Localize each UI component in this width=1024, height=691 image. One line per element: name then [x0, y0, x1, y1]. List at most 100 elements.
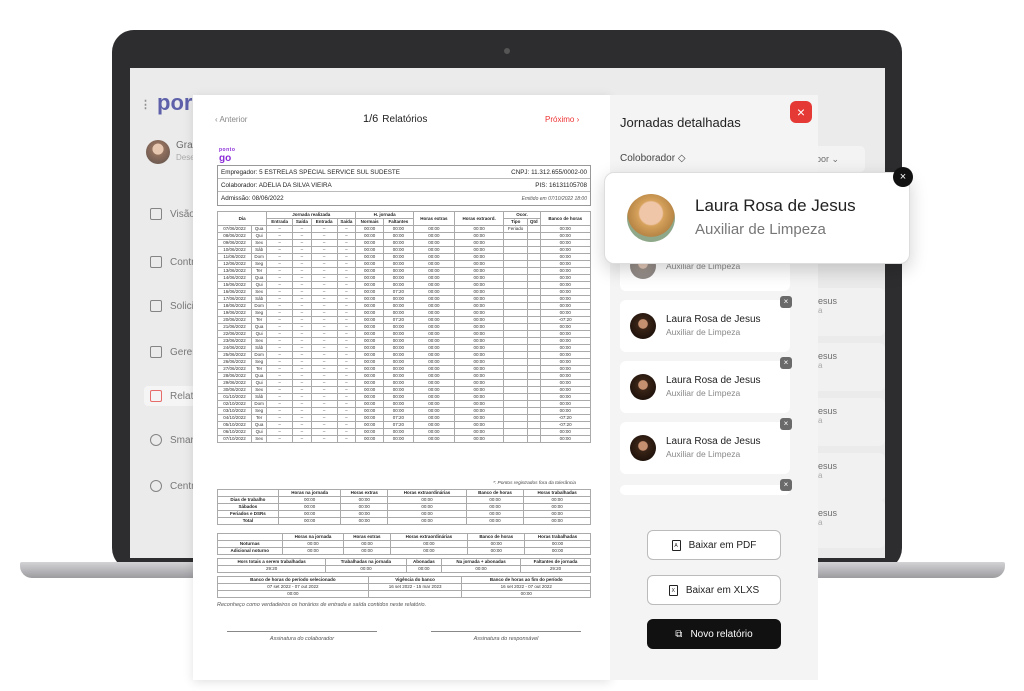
table-cell: –: [310, 393, 338, 401]
remove-employee-button[interactable]: ×: [780, 418, 792, 430]
bank-cell: 00:00: [539, 323, 592, 331]
close-icon: ×: [796, 104, 806, 120]
col-hjornada: H. jornada: [355, 211, 414, 219]
user-profile[interactable]: Grab Dese: [146, 140, 198, 164]
download-pdf-button[interactable]: A Baixar em PDF: [647, 530, 781, 560]
weekday-cell: Sex: [251, 386, 268, 394]
missing-hours-cell: 00:00: [382, 344, 414, 352]
occurrence-type-cell: [503, 393, 528, 401]
occurrence-qty-cell: [526, 414, 541, 422]
pdf-file-icon: A: [671, 539, 681, 551]
download-xlxs-button[interactable]: X Baixar em XLXS: [647, 575, 781, 605]
table-cell: –: [291, 393, 312, 401]
table-cell: 00:00: [523, 510, 591, 518]
table-cell: 00:00: [387, 503, 467, 511]
nav-item-smart[interactable]: Smar: [150, 434, 194, 446]
extraord-hours-cell: 00:00: [453, 246, 505, 254]
table-cell: 00:00: [467, 547, 526, 555]
background-card[interactable]: esus a: [810, 343, 885, 391]
table-cell: 00:00: [340, 510, 389, 518]
nav-item-relatorios[interactable]: Relat: [144, 386, 202, 406]
employee-info: Laura Rosa de Jesus Auxiliar de Limpeza: [666, 374, 761, 400]
nav-item-visao[interactable]: Visão: [150, 208, 195, 220]
normal-hours-cell: 00:00: [355, 323, 384, 331]
employee-card[interactable]: Laura Rosa de Jesus Auxiliar de Limpeza: [620, 361, 790, 413]
table-cell: Sábados: [217, 503, 279, 511]
occurrence-qty-cell: [526, 407, 541, 415]
table-cell: –: [336, 323, 357, 331]
sort-select[interactable]: por ⌄: [810, 146, 865, 172]
extraord-hours-cell: 00:00: [453, 281, 505, 289]
table-cell: –: [291, 330, 312, 338]
occurrence-type-cell: [503, 239, 528, 247]
occurrence-type-cell: [503, 267, 528, 275]
app-logo[interactable]: ⋮ por: [140, 90, 192, 116]
date-cell: 12/06/2022: [216, 260, 253, 268]
employee-card[interactable]: Laura Rosa de Jesus Auxiliar de Limpeza: [620, 422, 790, 474]
previous-link[interactable]: ‹ Anterior: [215, 115, 248, 124]
table-cell: 00:00: [523, 517, 591, 525]
occurrence-qty-cell: [526, 253, 541, 261]
remove-employee-button[interactable]: ×: [780, 357, 792, 369]
card-title: esus: [818, 508, 838, 518]
collaborator-filter[interactable]: Coloborador ◇: [620, 153, 686, 164]
background-card[interactable]: esus a: [810, 500, 885, 548]
missing-hours-cell: 00:00: [382, 253, 414, 261]
nav-item-gerenciar[interactable]: Gerer: [150, 346, 196, 358]
bank-cell: 00:00: [539, 288, 592, 296]
button-label: Baixar em PDF: [688, 539, 757, 551]
popup-close-button[interactable]: ×: [893, 167, 913, 187]
weekday-cell: Sáb: [251, 246, 268, 254]
table-cell: –: [336, 351, 357, 359]
remove-employee-button[interactable]: ×: [780, 479, 792, 491]
employee-card[interactable]: Laura Rosa de Jesus Auxiliar de Limpeza: [620, 300, 790, 352]
missing-hours-cell: 07:20: [382, 288, 414, 296]
table-row: Dias de trabalho 00:00 00:00 00:00 00:00 00:0…: [217, 496, 591, 504]
header-cell: Banco de horas ao fim do período: [461, 576, 591, 584]
extra-hours-cell: 00:00: [412, 407, 455, 415]
occurrence-qty-cell: [526, 295, 541, 303]
occurrence-type-cell: [503, 288, 528, 296]
background-card[interactable]: esus a: [810, 453, 885, 501]
table-cell: –: [291, 414, 312, 422]
header-cell: Banco de horas: [467, 533, 526, 541]
date-cell: 20/06/2022: [216, 316, 253, 324]
employee-popup[interactable]: Laura Rosa de Jesus Auxiliar de Limpeza: [604, 172, 910, 264]
table-cell: 00:00: [281, 540, 345, 548]
extraord-hours-cell: 00:00: [453, 379, 505, 387]
table-cell: –: [310, 407, 338, 415]
missing-hours-cell: 00:00: [382, 309, 414, 317]
nav-item-controle[interactable]: Contr: [150, 256, 194, 268]
date-cell: 28/06/2022: [216, 372, 253, 380]
occurrence-type-cell: [503, 302, 528, 310]
occurrence-qty-cell: [526, 400, 541, 408]
background-card[interactable]: esus a: [810, 288, 885, 336]
table-cell: 29:20: [216, 565, 327, 573]
date-cell: 21/06/2022: [216, 323, 253, 331]
table-cell: –: [291, 232, 312, 240]
close-button[interactable]: ×: [790, 101, 812, 123]
remove-employee-button[interactable]: ×: [780, 296, 792, 308]
table-cell: 00:00: [389, 540, 469, 548]
missing-hours-cell: 00:00: [382, 400, 414, 408]
table-cell: –: [266, 253, 293, 261]
bank-cell: 00:00: [539, 253, 592, 261]
table-row: 25/06/2022 Dom – – – –00:00 00:00 00:00 00:00 00:…: [216, 351, 592, 359]
table-cell: 00:00: [340, 503, 389, 511]
background-card[interactable]: esus a: [810, 398, 885, 446]
employee-card[interactable]: [620, 485, 790, 495]
bank-cell: 00:00: [539, 260, 592, 268]
normal-hours-cell: 00:00: [355, 316, 384, 324]
table-cell: 00:00: [467, 540, 526, 548]
nav-item-central[interactable]: Centr: [150, 480, 194, 492]
table-cell: –: [266, 288, 293, 296]
table-cell: –: [310, 337, 338, 345]
new-report-button[interactable]: ⧉ Novo relatório: [647, 619, 781, 649]
bank-cell: 00:00: [539, 428, 592, 436]
nav-item-solicitacoes[interactable]: Solici: [150, 300, 194, 312]
missing-hours-cell: 00:00: [382, 407, 414, 415]
normal-hours-cell: 00:00: [355, 379, 384, 387]
bank-cell: 00:00: [539, 365, 592, 373]
next-link[interactable]: Próximo ›: [545, 115, 580, 124]
bank-cell: -07:20: [539, 316, 592, 324]
